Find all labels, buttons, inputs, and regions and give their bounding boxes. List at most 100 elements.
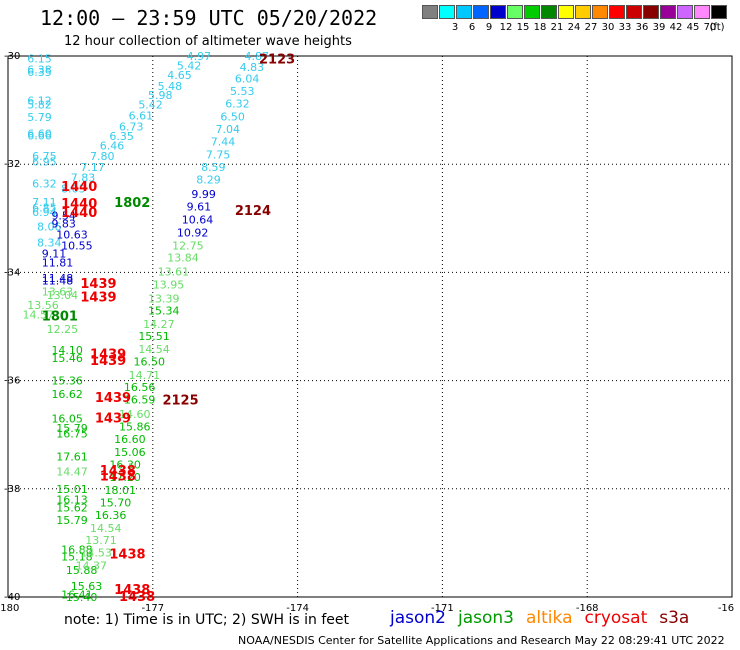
wave-height-value: 6.73 <box>119 120 144 133</box>
wave-height-value: 10.92 <box>177 226 209 239</box>
wave-height-value: 16.60 <box>114 433 146 446</box>
wave-height-value: 14.27 <box>143 318 175 331</box>
wave-height-value: 5.82 <box>27 99 52 112</box>
wave-height-value: 16.88 <box>61 543 93 556</box>
wave-height-value: 14.10 <box>51 344 83 357</box>
lon-tick-label: -16 <box>718 603 734 614</box>
wave-height-value: 7.75 <box>206 148 231 161</box>
wave-height-value: 16.36 <box>95 509 127 522</box>
wave-height-value: 16.50 <box>133 356 165 369</box>
scale-swatch <box>677 5 693 19</box>
scale-label: 30 <box>601 22 615 33</box>
wave-height-value: 14.60 <box>119 408 151 421</box>
wave-height-value: 6.35 <box>27 66 52 79</box>
mission-cryosat: cryosat <box>584 608 648 628</box>
wave-height-value: 13.63 <box>42 285 74 298</box>
wave-height-value: 4.83 <box>240 61 265 74</box>
lon-tick-label: -171 <box>431 603 454 614</box>
wave-height-value: 16.05 <box>51 412 83 425</box>
wave-height-value: 6.85 <box>32 201 57 214</box>
scale-unit: (ft) <box>709 22 725 33</box>
wave-height-value: 16.62 <box>51 388 83 401</box>
wave-height-value: 16.41 <box>61 588 93 601</box>
scale-swatch <box>643 5 659 19</box>
wave-height-value: 18.01 <box>105 484 136 497</box>
wave-height-value: 10.63 <box>56 229 87 242</box>
wave-height-value: 11.48 <box>42 272 74 285</box>
page-subtitle: 12 hour collection of altimeter wave hei… <box>64 34 352 49</box>
wave-height-value: 6.66 <box>27 130 52 143</box>
lat-tick-label: -40 <box>4 592 20 603</box>
scale-swatch <box>422 5 438 19</box>
scale-swatch <box>490 5 506 19</box>
scale-swatch <box>592 5 608 19</box>
wave-height-value: 15.40 <box>66 591 98 604</box>
wave-height-value: 8.03 <box>61 183 86 196</box>
time-label: 1438 <box>109 548 145 563</box>
credit-line: NOAA/NESDIS Center for Satellite Applica… <box>238 634 725 647</box>
scale-label: 45 <box>686 22 700 33</box>
wave-height-value: 6.32 <box>225 98 250 111</box>
wave-height-value: 15.51 <box>138 330 170 343</box>
wave-height-value: 13.39 <box>148 292 180 305</box>
lat-tick-label: -32 <box>4 159 20 170</box>
scale-swatch <box>575 5 591 19</box>
wave-height-value: 15.18 <box>61 550 93 563</box>
wave-height-value: 15.01 <box>56 483 87 496</box>
time-label: 1439 <box>90 348 126 363</box>
mission-altika: altika <box>526 608 573 628</box>
wave-height-value: 12.25 <box>47 323 79 336</box>
time-label: 1438 <box>119 590 155 605</box>
scale-label: 12 <box>499 22 513 33</box>
wave-height-value: 5.42 <box>177 60 202 73</box>
scale-label: 33 <box>618 22 632 33</box>
wave-height-value: 15.88 <box>66 564 98 577</box>
scale-swatch <box>609 5 625 19</box>
wave-height-value: 6.35 <box>109 130 134 143</box>
wave-height-value: 14.53 <box>80 547 112 560</box>
scale-label: 3 <box>451 22 459 33</box>
time-label: 1439 <box>80 291 116 306</box>
wave-height-value: 11.48 <box>42 275 74 288</box>
wave-height-value: 16.56 <box>124 381 156 394</box>
wave-height-value: 15.63 <box>71 580 103 593</box>
time-label: 1440 <box>61 180 97 195</box>
wave-height-value: 8.34 <box>37 237 62 250</box>
wave-height-value: 13.71 <box>85 534 117 547</box>
lon-tick-label: -174 <box>286 603 309 614</box>
lat-tick-label: -36 <box>4 376 20 387</box>
scale-label: 9 <box>485 22 493 33</box>
wave-height-value: 6.12 <box>27 94 52 107</box>
lon-tick-label: -168 <box>576 603 599 614</box>
wave-height-value: 7.44 <box>211 135 236 148</box>
wave-height-value: 9.61 <box>187 200 212 213</box>
time-label: 1438 <box>100 469 136 484</box>
wave-height-value: 8.29 <box>196 173 221 186</box>
page-title: 12:00 – 23:59 UTC 05/20/2022 <box>40 6 378 30</box>
scale-label: 24 <box>567 22 581 33</box>
wave-height-value: 14.37 <box>76 560 108 573</box>
time-label: 2123 <box>259 53 295 68</box>
footer-note: note: 1) Time is in UTC; 2) SWH is in fe… <box>64 612 350 628</box>
wave-height-value: 6.32 <box>32 178 57 191</box>
wave-height-value: 14.47 <box>56 465 87 478</box>
wave-height-value: 6.61 <box>129 110 154 123</box>
wave-height-value: 16.13 <box>56 494 87 507</box>
wave-height-value: 17.20 <box>109 471 141 484</box>
wave-height-value: 13.04 <box>47 289 79 302</box>
wave-height-value: 6.15 <box>27 53 52 66</box>
wave-height-value: 6.95 <box>32 155 57 168</box>
wave-height-value: 9.54 <box>51 210 76 223</box>
wave-height-value: 10.55 <box>61 239 93 252</box>
scale-swatch <box>660 5 676 19</box>
wave-height-value: 6.04 <box>235 73 260 86</box>
lon-tick-label: -180 <box>0 603 19 614</box>
wave-height-value: 15.62 <box>56 502 87 515</box>
wave-height-value: 15.34 <box>148 304 180 317</box>
wave-height-value: 14.71 <box>129 369 161 382</box>
scale-label: 42 <box>669 22 683 33</box>
time-label: 1438 <box>100 464 136 479</box>
mission-s3a: s3a <box>659 608 690 628</box>
wave-height-value: 10.64 <box>182 213 214 226</box>
wave-height-value: 6.38 <box>27 64 52 77</box>
